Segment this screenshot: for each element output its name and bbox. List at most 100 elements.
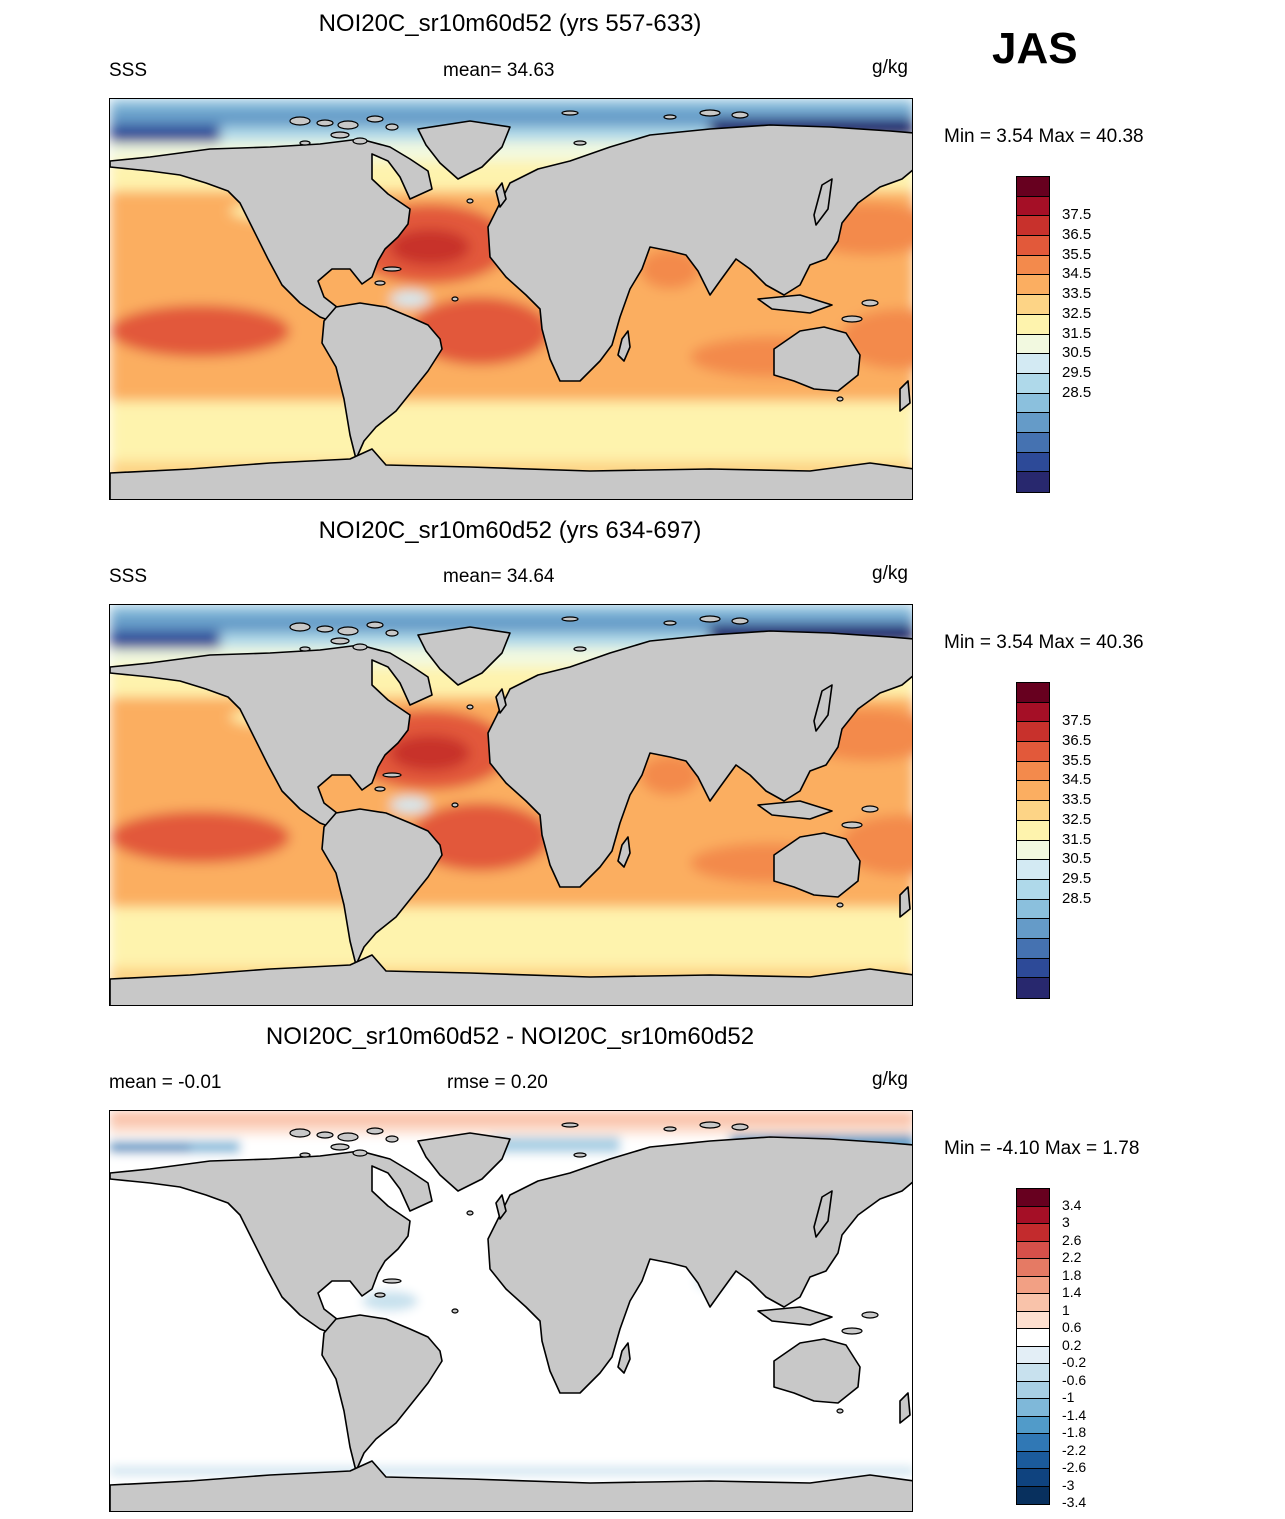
- colorbar-swatch: [1017, 177, 1049, 197]
- colorbar-tick-label: 29.5: [1062, 869, 1092, 887]
- colorbar-tick-label: 34.5: [1062, 771, 1092, 789]
- landmass: [617, 330, 631, 362]
- colorbar-tick-label: -3: [1062, 1476, 1075, 1493]
- colorbar-swatch: [1017, 295, 1049, 315]
- landmass: [321, 808, 443, 966]
- colorbar-tick-label: -1: [1062, 1389, 1075, 1405]
- colorbar-tick-label: 29.5: [1062, 363, 1092, 381]
- colorbar-swatch: [1017, 801, 1049, 821]
- colorbar-swatch: [1017, 919, 1049, 939]
- landmass: [617, 1342, 631, 1374]
- colorbar-tick-label: 34.5: [1062, 265, 1092, 283]
- panel-3-units: g/kg: [872, 1069, 908, 1090]
- landmass: [417, 626, 511, 686]
- island: [352, 137, 368, 145]
- landmass: [757, 800, 833, 820]
- panel-1-mean-label: mean= 34.63: [443, 60, 555, 81]
- landmass: [813, 178, 833, 226]
- colorbar-swatch: [1017, 860, 1049, 880]
- panel-2-title: NOI20C_sr10m60d52 (yrs 634-697): [318, 517, 702, 544]
- panel-2-mean-label: mean= 34.64: [443, 566, 555, 587]
- colorbar-tick-label: 35.5: [1062, 751, 1092, 769]
- colorbar-swatch: [1017, 840, 1049, 861]
- colorbar-swatch: [1017, 702, 1049, 723]
- landmass: [487, 1136, 912, 1394]
- colorbar-swatch: [1017, 899, 1049, 920]
- world-map-svg: [110, 99, 912, 499]
- island: [861, 805, 879, 813]
- colorbar-tick-label: 33.5: [1062, 791, 1092, 809]
- colorbar-swatch: [1017, 781, 1049, 802]
- island: [861, 1311, 879, 1319]
- island: [466, 1210, 474, 1216]
- island: [316, 119, 334, 127]
- island: [382, 1278, 402, 1284]
- colorbar-swatch: [1017, 761, 1049, 782]
- landmass: [617, 836, 631, 868]
- colorbar-tick-label: 0.6: [1062, 1319, 1082, 1335]
- colorbar-swatch: [1017, 1276, 1049, 1294]
- colorbar-swatch: [1017, 1469, 1049, 1487]
- island: [330, 1143, 350, 1151]
- island: [731, 111, 749, 119]
- colorbar-tick-label: -2.6: [1062, 1459, 1087, 1475]
- colorbar-swatch: [1017, 1294, 1049, 1312]
- landmass: [773, 326, 861, 392]
- panel-3-colorbar: [1016, 1188, 1050, 1505]
- island: [836, 902, 844, 908]
- colorbar-swatch: [1017, 275, 1049, 296]
- world-map-svg: [110, 1111, 912, 1511]
- island: [699, 615, 721, 623]
- panel-1-colorbar: [1016, 176, 1050, 493]
- island: [451, 1308, 459, 1314]
- island: [731, 1123, 749, 1131]
- colorbar-swatch: [1017, 742, 1049, 762]
- island: [861, 299, 879, 307]
- colorbar-tick-label: 1: [1062, 1301, 1070, 1318]
- island: [352, 1149, 368, 1157]
- colorbar-swatch: [1017, 1259, 1049, 1277]
- world-map-svg: [110, 605, 912, 1005]
- colorbar-swatch: [1017, 1206, 1049, 1224]
- island: [385, 123, 399, 131]
- island: [841, 821, 863, 829]
- landmass: [813, 1190, 833, 1238]
- colorbar-swatch: [1017, 978, 1049, 998]
- colorbar-tick-label: -1.4: [1062, 1406, 1087, 1423]
- island: [451, 802, 459, 808]
- island: [451, 296, 459, 302]
- colorbar-tick-label: 37.5: [1062, 712, 1092, 730]
- panel-1-variable-label: SSS: [109, 60, 148, 81]
- island: [374, 280, 386, 286]
- colorbar-swatch: [1017, 1399, 1049, 1417]
- island: [663, 114, 677, 120]
- season-label: JAS: [992, 24, 1078, 73]
- panel-2-map: [109, 604, 913, 1006]
- colorbar-swatch: [1017, 1311, 1049, 1329]
- landmass: [110, 1150, 433, 1342]
- island: [466, 704, 474, 710]
- panel-3-map: [109, 1110, 913, 1512]
- colorbar-tick-label: 0.2: [1062, 1336, 1082, 1353]
- landmass: [773, 832, 861, 898]
- colorbar-swatch: [1017, 683, 1049, 703]
- panel-2-minmax: Min = 3.54 Max = 40.36: [944, 632, 1144, 653]
- colorbar-tick-label: 36.5: [1062, 226, 1092, 244]
- island: [561, 616, 579, 622]
- colorbar-tick-label: 30.5: [1062, 850, 1092, 868]
- colorbar-swatch: [1017, 314, 1049, 335]
- panel-2-units: g/kg: [872, 563, 908, 584]
- colorbar-swatch: [1017, 472, 1049, 492]
- colorbar-swatch: [1017, 393, 1049, 414]
- landmass: [110, 448, 912, 499]
- panel-3-minmax: Min = -4.10 Max = 1.78: [944, 1138, 1140, 1159]
- landmass: [495, 688, 507, 714]
- colorbar-tick-label: 28.5: [1062, 889, 1092, 907]
- island: [561, 110, 579, 116]
- colorbar-swatch: [1017, 938, 1049, 959]
- colorbar-swatch: [1017, 1486, 1049, 1504]
- landmass: [487, 630, 912, 888]
- island: [663, 1126, 677, 1132]
- colorbar-swatch: [1017, 255, 1049, 276]
- panel-3-mean-label: mean = -0.01: [109, 1072, 222, 1093]
